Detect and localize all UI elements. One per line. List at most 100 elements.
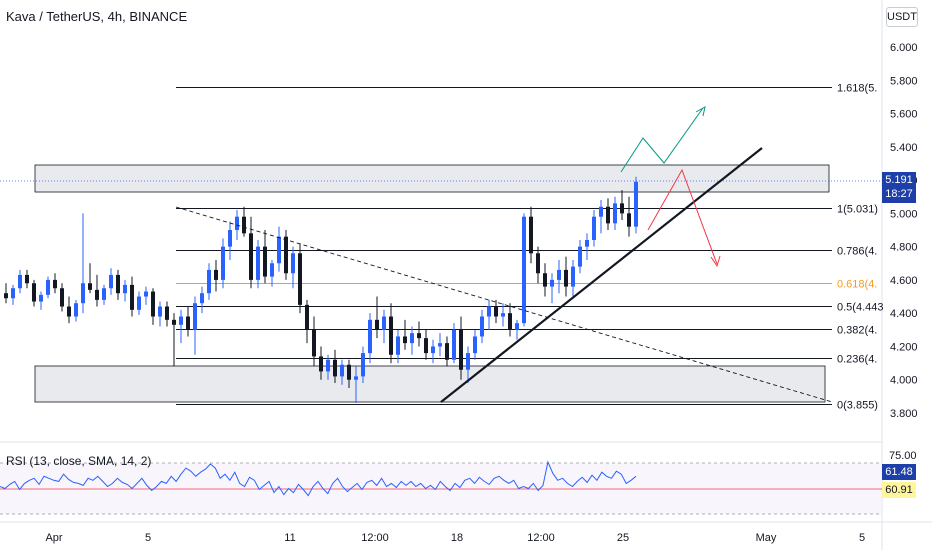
candle-body[interactable] [116, 274, 120, 294]
candle-body[interactable] [438, 343, 442, 347]
candle-body[interactable] [585, 239, 589, 247]
candle-body[interactable] [67, 306, 71, 317]
candle-body[interactable] [473, 336, 477, 354]
candle-body[interactable] [424, 338, 428, 354]
candle-body[interactable] [599, 206, 603, 217]
candle-body[interactable] [536, 253, 540, 274]
candle-body[interactable] [74, 303, 78, 317]
candle-body[interactable] [606, 206, 610, 224]
candle-body[interactable] [487, 306, 491, 317]
candle-body[interactable] [284, 236, 288, 274]
candle-body[interactable] [403, 336, 407, 344]
candle-body[interactable] [543, 273, 547, 287]
candle-body[interactable] [81, 283, 85, 304]
candle-body[interactable] [18, 274, 22, 289]
candle-body[interactable] [263, 246, 267, 277]
candle-body[interactable] [277, 236, 281, 264]
candle-body[interactable] [382, 316, 386, 330]
candle-body[interactable] [354, 376, 358, 380]
ascending-trendline[interactable] [440, 147, 763, 403]
candle-body[interactable] [193, 303, 197, 330]
candle-body[interactable] [326, 359, 330, 372]
candle-body[interactable] [375, 319, 379, 330]
candle-body[interactable] [60, 288, 64, 307]
candle-body[interactable] [186, 316, 190, 330]
candle-body[interactable] [221, 246, 225, 280]
candle-body[interactable] [550, 279, 554, 287]
candle-body[interactable] [445, 343, 449, 360]
candle-body[interactable] [165, 306, 169, 320]
candle-body[interactable] [620, 203, 624, 214]
candle-body[interactable] [109, 274, 113, 289]
candle-body[interactable] [137, 296, 141, 310]
candle-body[interactable] [494, 306, 498, 317]
candle-body[interactable] [256, 246, 260, 280]
candle-body[interactable] [529, 216, 533, 254]
candle-body[interactable] [130, 284, 134, 310]
candle-body[interactable] [578, 246, 582, 267]
candle-body[interactable] [102, 288, 106, 300]
candle-body[interactable] [389, 316, 393, 355]
candle-body[interactable] [347, 364, 351, 380]
candle-body[interactable] [634, 181, 638, 227]
candle-body[interactable] [151, 291, 155, 317]
candle-body[interactable] [417, 333, 421, 339]
candle-body[interactable] [361, 353, 365, 377]
candle-body[interactable] [515, 323, 519, 330]
candle-body[interactable] [368, 319, 372, 354]
candle-body[interactable] [88, 283, 92, 290]
candle-body[interactable] [522, 216, 526, 324]
candle-body[interactable] [452, 329, 456, 360]
descending-trendline[interactable] [175, 206, 833, 403]
rsi-legend[interactable]: RSI (13, close, SMA, 14, 2) [6, 454, 152, 468]
candle-body[interactable] [11, 288, 15, 299]
candle-body[interactable] [235, 216, 239, 230]
candle-body[interactable] [179, 316, 183, 325]
candle-body[interactable] [564, 269, 568, 287]
candle-body[interactable] [228, 230, 232, 247]
candle-body[interactable] [480, 316, 484, 337]
candle-body[interactable] [571, 266, 575, 287]
candle-body[interactable] [319, 356, 323, 372]
candle-body[interactable] [25, 274, 29, 284]
candle-body[interactable] [613, 203, 617, 224]
candle-body[interactable] [312, 329, 316, 357]
candle-body[interactable] [95, 289, 99, 300]
candle-body[interactable] [249, 233, 253, 280]
supply-zone[interactable] [34, 164, 830, 193]
bearish-projection[interactable] [647, 168, 718, 265]
candle-body[interactable] [333, 359, 337, 377]
candle-body[interactable] [39, 294, 43, 302]
candle-body[interactable] [291, 253, 295, 274]
candle-body[interactable] [627, 213, 631, 227]
candle-body[interactable] [466, 353, 470, 370]
currency-unit-button[interactable]: USDT [886, 7, 918, 27]
candle-body[interactable] [508, 313, 512, 330]
candle-body[interactable] [270, 263, 274, 277]
candle-body[interactable] [459, 329, 463, 370]
candle-body[interactable] [123, 284, 127, 294]
candle-body[interactable] [592, 216, 596, 240]
candle-body[interactable] [431, 346, 435, 354]
candle-body[interactable] [53, 279, 57, 289]
candle-body[interactable] [207, 269, 211, 294]
candle-body[interactable] [172, 319, 176, 325]
candle-body[interactable] [501, 313, 505, 317]
candle-body[interactable] [46, 279, 50, 295]
candle-body[interactable] [242, 216, 246, 234]
demand-zone[interactable] [34, 365, 826, 403]
candle-body[interactable] [396, 336, 400, 355]
candle-body[interactable] [298, 253, 302, 305]
candle-body[interactable] [4, 293, 8, 299]
candle-body[interactable] [214, 269, 218, 280]
candle-body[interactable] [144, 291, 148, 297]
candle-body[interactable] [410, 333, 414, 344]
candle-body[interactable] [557, 269, 561, 280]
candle-body[interactable] [158, 306, 162, 317]
candle-body[interactable] [200, 293, 204, 304]
candle-body[interactable] [340, 364, 344, 377]
candle-body[interactable] [305, 304, 309, 330]
candle-body[interactable] [32, 283, 36, 302]
bullish-projection[interactable] [620, 107, 704, 173]
